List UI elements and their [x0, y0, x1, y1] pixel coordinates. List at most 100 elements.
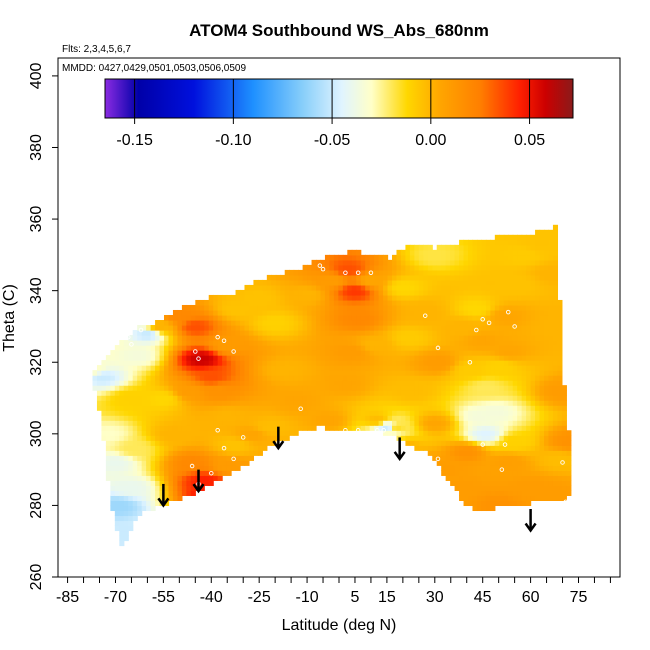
heatmap-cell — [123, 525, 129, 532]
heatmap-cell — [530, 244, 536, 251]
heatmap-cell — [226, 435, 232, 441]
heatmap-cell — [530, 294, 536, 301]
heatmap-cell — [347, 370, 353, 376]
heatmap-cell — [468, 330, 474, 336]
heatmap-cell — [302, 350, 308, 356]
heatmap-cell — [396, 254, 402, 261]
heatmap-cell — [548, 470, 554, 476]
heatmap-cell — [351, 325, 357, 331]
heatmap-cell — [208, 430, 214, 436]
heatmap-cell — [530, 375, 536, 381]
heatmap-cell — [423, 360, 429, 366]
heatmap-cell — [289, 330, 295, 336]
heatmap-cell — [110, 455, 116, 461]
heatmap-cell — [468, 425, 474, 431]
heatmap-cell — [427, 279, 433, 286]
heatmap-cell — [316, 325, 322, 331]
heatmap-cell — [476, 314, 483, 321]
heatmap-cell — [459, 289, 465, 296]
heatmap-cell — [320, 380, 326, 386]
heatmap-cell — [226, 400, 232, 406]
heatmap-cell — [472, 445, 478, 451]
heatmap-cell — [168, 390, 174, 396]
heatmap-cell — [150, 460, 156, 466]
heatmap-cell — [494, 455, 500, 461]
heatmap-cell — [441, 360, 447, 366]
heatmap-cell — [240, 440, 246, 446]
heatmap-cell — [150, 450, 156, 456]
heatmap-cell — [360, 325, 366, 331]
heatmap-cell — [494, 259, 500, 266]
heatmap-cell — [503, 490, 509, 496]
x-tick-label: -85 — [56, 589, 79, 606]
heatmap-cell — [302, 320, 308, 326]
heatmap-cell — [123, 465, 129, 471]
heatmap-cell — [409, 360, 415, 366]
heatmap-cell — [535, 304, 541, 311]
heatmap-cell — [409, 320, 415, 326]
heatmap-cell — [508, 304, 514, 311]
heatmap-cell — [316, 269, 322, 276]
heatmap-cell — [257, 420, 263, 426]
heatmap-cell — [150, 435, 156, 441]
heatmap-cell — [177, 385, 183, 391]
heatmap-cell — [369, 330, 375, 336]
heatmap-cell — [231, 450, 237, 456]
heatmap-cell — [329, 264, 335, 271]
heatmap-cell — [418, 390, 424, 396]
heatmap-cell — [387, 299, 393, 306]
heatmap-cell — [557, 440, 563, 446]
heatmap-cell — [105, 385, 111, 391]
heatmap-cell — [526, 370, 532, 376]
heatmap-cell — [463, 410, 469, 416]
heatmap-cell — [164, 365, 170, 371]
heatmap-cell — [360, 400, 366, 406]
heatmap-cell — [544, 345, 550, 351]
heatmap-cell — [490, 365, 496, 371]
heatmap-cell — [275, 294, 281, 301]
heatmap-cell — [378, 299, 384, 306]
heatmap-cell — [472, 325, 478, 331]
heatmap-cell — [374, 395, 380, 401]
heatmap-cell — [396, 415, 402, 421]
heatmap-cell — [468, 405, 474, 411]
heatmap-cell — [481, 380, 487, 386]
heatmap-cell — [235, 380, 241, 386]
heatmap-cell — [369, 299, 375, 306]
heatmap-cell — [374, 274, 380, 281]
heatmap-cell — [186, 340, 192, 346]
arrow-head — [272, 440, 285, 451]
heatmap-cell — [177, 465, 183, 471]
heatmap-cell — [499, 360, 505, 366]
heatmap-cell — [468, 274, 474, 281]
heatmap-cell — [222, 365, 228, 371]
heatmap-cell — [172, 470, 179, 476]
heatmap-cell — [436, 335, 442, 341]
heatmap-cell — [186, 320, 192, 326]
heatmap-cell — [320, 259, 326, 266]
heatmap-cell — [324, 314, 331, 321]
heatmap-cell — [316, 380, 322, 386]
heatmap-cell — [146, 345, 152, 351]
heatmap-cell — [347, 304, 353, 311]
heatmap-cell — [378, 284, 384, 291]
heatmap-cell — [159, 320, 165, 326]
heatmap-cell — [463, 289, 469, 296]
heatmap-cell — [427, 320, 433, 326]
heatmap-cell — [481, 269, 487, 276]
heatmap-cell — [333, 304, 339, 311]
heatmap-cell — [262, 410, 268, 416]
heatmap-cell — [177, 395, 183, 401]
heatmap-cell — [485, 505, 491, 512]
heatmap-cell — [302, 375, 308, 381]
heatmap-cell — [240, 330, 246, 336]
heatmap-cell — [351, 294, 357, 301]
heatmap-cell — [257, 395, 263, 401]
heatmap-cell — [123, 435, 129, 441]
heatmap-cell — [235, 460, 241, 466]
heatmap-cell — [128, 410, 134, 416]
heatmap-cell — [436, 430, 442, 436]
heatmap-cell — [450, 395, 456, 401]
heatmap-cell — [423, 330, 429, 336]
heatmap-cell — [441, 259, 447, 266]
